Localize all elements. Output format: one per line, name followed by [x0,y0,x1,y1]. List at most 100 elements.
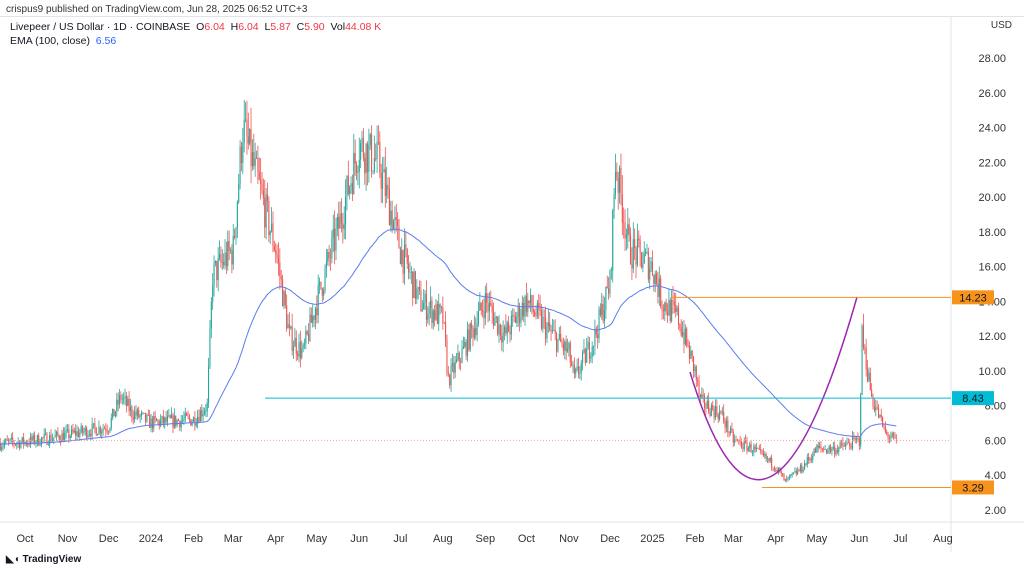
candle-body [675,304,677,312]
candle-body [861,325,863,395]
candle-body [283,291,285,307]
candle-body [171,414,173,419]
candle-body [891,433,893,438]
candle-body [324,268,326,291]
candle-body [491,305,493,313]
candle-body [435,304,437,320]
candle-body [735,439,737,441]
candle-body [847,442,849,444]
candle-body [346,176,348,198]
candle-body [508,322,510,332]
candle-body [21,437,23,443]
candle-body [501,336,503,343]
candle-body [312,315,314,323]
candle-body [192,417,195,422]
candle-body [608,288,610,294]
candle-body [16,443,18,445]
candle-body [869,372,871,390]
candle-body [773,468,775,471]
candle-body [672,300,674,303]
candle-body [703,395,706,408]
candle-body [745,440,747,442]
candle-body [362,137,364,158]
candle-body [769,457,771,462]
candle-body [668,300,670,316]
candle-body [240,146,243,164]
candle-body [395,217,397,220]
candle-body [458,352,460,362]
candle-body [80,426,82,433]
candle-body [310,314,312,323]
candle-body [535,315,537,317]
candle-body [705,407,707,409]
candle-body [71,429,73,436]
candle-body [14,444,16,445]
candle-body [660,278,662,307]
candle-body [218,254,221,258]
candle-body [827,450,829,453]
candle-body [320,281,322,289]
candle-body [612,210,614,271]
candle-body [20,442,22,448]
level-label: 3.29 [962,482,983,494]
candle-body [232,235,234,265]
candle-body [556,333,558,352]
candle-body [394,217,396,221]
candle-body [565,341,567,352]
chart-legend: Livepeer / US Dollar · 1D · COINBASE O6.… [10,20,381,48]
candle-body [835,450,837,455]
candle-body [725,420,727,428]
candle-body [808,457,810,461]
candle-body [273,246,275,251]
candle-body [479,302,481,311]
candle-body [8,440,10,442]
candle-body [761,450,763,453]
level-label: 14.23 [959,292,987,304]
candle-body [486,293,488,303]
candle-body [625,234,627,239]
candle-body [228,240,230,251]
candle-body [620,167,622,195]
candle-body [453,363,455,373]
candle-body [547,322,549,327]
candle-body [412,271,414,298]
candle-body [743,440,745,449]
candle-body [582,352,584,364]
candle-body [677,307,680,325]
candle-body [149,414,151,428]
candle-body [536,302,538,317]
candle-body [517,306,519,317]
open-value: 6.04 [204,21,225,33]
candle-body [766,458,769,460]
candle-body [182,420,184,421]
candle-body [710,405,712,417]
candle-body [736,439,738,441]
candle-body [136,409,138,416]
candle-body [758,448,760,450]
candle-body [380,172,382,189]
candle-body [123,397,125,399]
candle-body [890,437,892,439]
candle-body [619,167,621,193]
candle-body [514,316,517,323]
candle-body [110,417,112,428]
candle-body [291,326,293,351]
candle-body [217,257,219,281]
candle-body [647,251,649,280]
candle-body [795,471,797,475]
candle-body [550,329,552,332]
candle-body [502,332,504,343]
candle-body [66,429,69,431]
candle-body [812,455,814,461]
candle-body [575,369,577,374]
high-label: H [230,21,239,33]
candle-body [503,327,506,333]
candle-body [699,394,701,398]
candle-body [803,463,806,470]
candle-body [329,258,332,259]
candle-body [102,428,104,432]
candle-body [801,465,803,472]
candle-body [512,314,514,316]
candle-body [621,194,623,223]
